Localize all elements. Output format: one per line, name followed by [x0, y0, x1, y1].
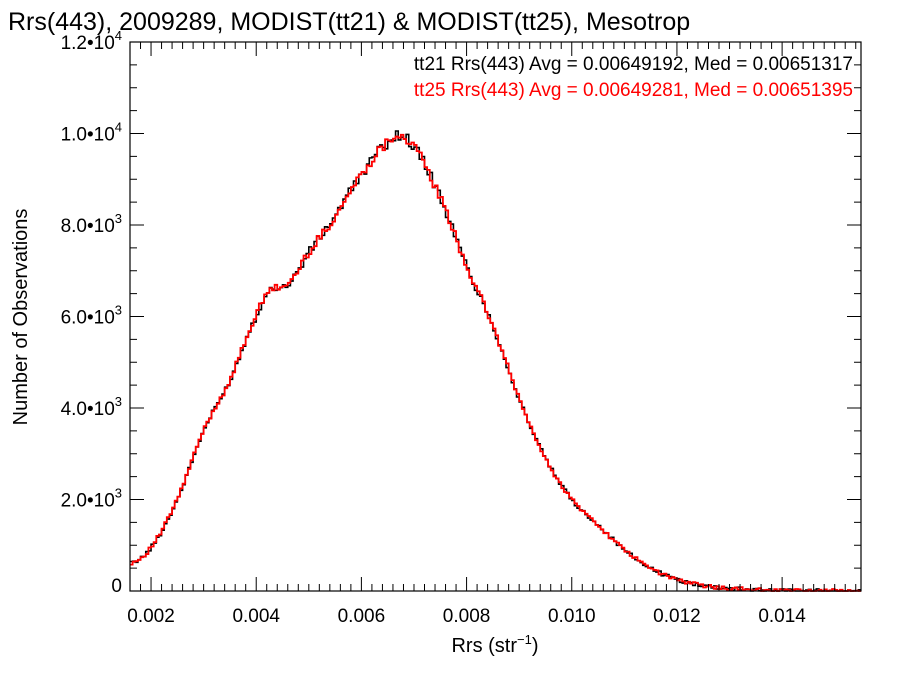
y-tick-label: 2.0•103: [61, 486, 122, 512]
y-tick-label: 0: [111, 576, 122, 597]
series-tt25-line: [130, 133, 861, 592]
y-tick-label: 1.2•104: [61, 28, 122, 54]
x-tick-label: 0.006: [338, 606, 386, 627]
axis-ticks: [129, 41, 861, 592]
tick-labels: 0.002 0.004 0.006 0.008 0.010 0.012 0.014 0 2.0•…: [61, 28, 807, 627]
plot-frame: [129, 41, 862, 592]
y-tick-label: 6.0•103: [61, 303, 122, 329]
y-tick-label: 4.0•103: [61, 394, 122, 420]
x-tick-label: 0.014: [758, 606, 806, 627]
legend-entry-tt21: tt21 Rrs(443) Avg = 0.00649192, Med = 0.…: [414, 54, 853, 75]
x-tick-label: 0.004: [232, 606, 280, 627]
x-tick-label: 0.010: [548, 606, 596, 627]
x-tick-label: 0.008: [443, 606, 491, 627]
legend-entry-tt25: tt25 Rrs(443) Avg = 0.00649281, Med = 0.…: [414, 80, 853, 101]
plot-series: [130, 130, 861, 592]
chart-title: Rrs(443), 2009289, MODIST(tt21) & MODIST…: [8, 8, 690, 36]
x-axis-label-superscript: −1: [517, 632, 532, 647]
x-tick-label: 0.002: [127, 606, 175, 627]
x-axis-label: Rrs (str−1): [451, 632, 538, 657]
series-tt21-line: [130, 130, 861, 592]
y-axis-label: Number of Observations: [10, 209, 32, 426]
y-tick-label: 1.0•104: [61, 120, 122, 146]
y-tick-label: 8.0•103: [61, 211, 122, 237]
x-tick-label: 0.012: [653, 606, 701, 627]
